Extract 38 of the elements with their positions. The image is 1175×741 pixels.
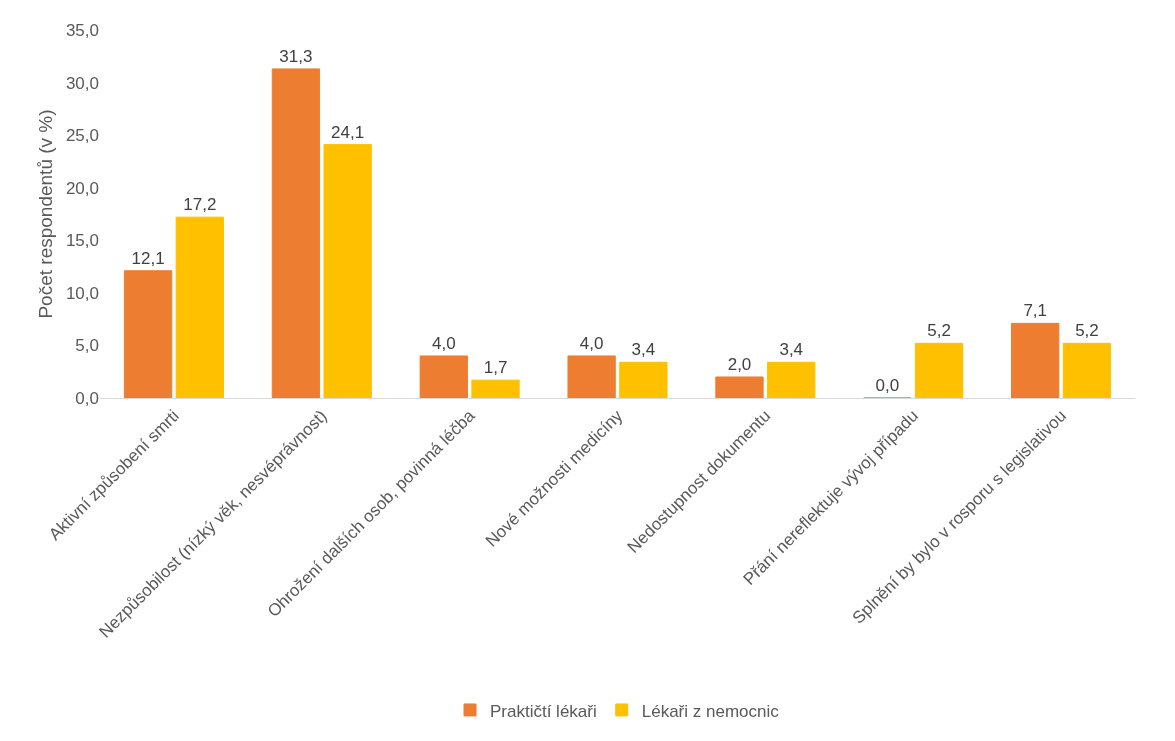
y-tick-label: 20,0 bbox=[65, 178, 99, 198]
bar bbox=[715, 376, 764, 398]
bar bbox=[123, 270, 173, 398]
data-label: 12,1 bbox=[131, 248, 165, 268]
bar bbox=[323, 144, 372, 398]
y-tick-label: 5,0 bbox=[75, 336, 99, 356]
bar bbox=[567, 355, 616, 398]
bar bbox=[767, 361, 816, 398]
bar bbox=[419, 355, 468, 398]
y-tick-label: 10,0 bbox=[65, 283, 99, 303]
data-label: 5,2 bbox=[1075, 321, 1099, 341]
y-tick-label: 0,0 bbox=[75, 388, 99, 408]
data-label: 4,0 bbox=[431, 333, 456, 353]
data-label: 3,4 bbox=[779, 340, 804, 360]
y-tick-label: 35,0 bbox=[65, 20, 99, 40]
data-label: 31,3 bbox=[279, 46, 313, 66]
bar bbox=[1062, 342, 1112, 398]
bar bbox=[1011, 322, 1060, 398]
bar bbox=[271, 68, 321, 398]
data-label: 24,1 bbox=[331, 122, 365, 142]
data-label: 1,7 bbox=[483, 358, 508, 378]
legend-label: Lékaři z nemocnic bbox=[641, 701, 780, 721]
data-label: 17,2 bbox=[183, 195, 217, 215]
bar bbox=[471, 379, 520, 398]
data-label: 0,0 bbox=[875, 376, 900, 395]
y-tick-label: 15,0 bbox=[65, 231, 99, 251]
bar bbox=[914, 342, 964, 398]
data-label: 7,1 bbox=[1023, 301, 1048, 321]
data-label: 2,0 bbox=[727, 354, 752, 374]
data-label: 4,0 bbox=[579, 333, 604, 353]
bar bbox=[619, 361, 668, 398]
legend-label: Praktičtí lékaři bbox=[490, 701, 597, 721]
data-label: 3,4 bbox=[631, 340, 656, 360]
y-tick-label: 30,0 bbox=[65, 73, 99, 93]
data-label: 5,2 bbox=[927, 321, 951, 341]
y-axis-title: Počet respondentů (v %) bbox=[35, 109, 56, 319]
y-tick-label: 25,0 bbox=[65, 126, 99, 146]
bar bbox=[175, 216, 224, 398]
